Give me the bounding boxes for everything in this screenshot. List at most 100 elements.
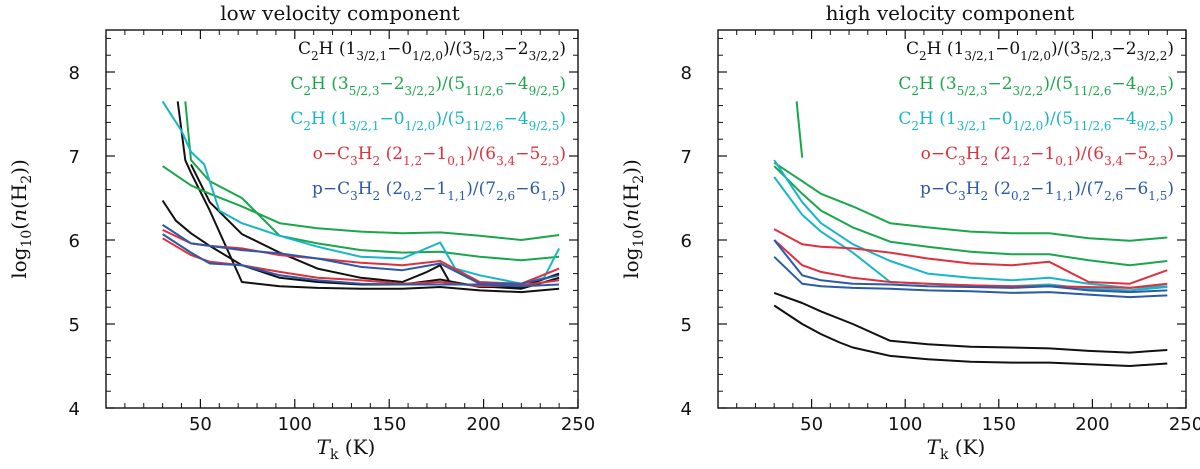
y-tick-label: 4 <box>681 399 692 420</box>
legend-subscript: 2 <box>911 84 919 98</box>
legend-text: −2 <box>504 39 529 59</box>
legend-subscript: 1,2 <box>403 154 422 168</box>
y-tick-label: 8 <box>681 63 692 84</box>
legend-text: −0 <box>995 39 1020 59</box>
legend-subscript: 1,1 <box>447 189 466 203</box>
legend-text: ) <box>559 74 566 94</box>
legend-text: −5 <box>1123 144 1148 164</box>
x-tick-label: 250 <box>1169 414 1200 435</box>
legend-text: C <box>290 109 303 129</box>
x-label-unit: (K) <box>948 435 985 459</box>
legend-text: −0 <box>379 109 404 129</box>
legend-subscript: 3/2,2 <box>529 49 560 63</box>
y-label-species-subscript: 2 <box>631 175 647 184</box>
legend-subscript: 9/2,5 <box>1137 119 1168 133</box>
legend-text: ) <box>1167 109 1174 129</box>
legend-text: (2 <box>988 179 1011 199</box>
legend-text: )/(7 <box>466 179 496 199</box>
x-tick-label: 50 <box>800 414 823 435</box>
series-line <box>773 239 1168 289</box>
legend-subscript: 2 <box>919 49 927 63</box>
y-tick-label: 5 <box>681 315 692 336</box>
y-axis-label: log10(n(H2)) <box>619 159 647 279</box>
panel-high-velocity: high velocity component 50 100 150 200 250 4 5 6… <box>619 1 1200 463</box>
legend-subscript: 5/2,3 <box>1081 49 1112 63</box>
y-tick-label: 5 <box>69 315 80 336</box>
legend-subscript: 3/2,2 <box>405 84 436 98</box>
series-line <box>184 101 560 262</box>
legend-subscript: 1/2,0 <box>1013 119 1044 133</box>
legend-text: −0 <box>387 39 412 59</box>
legend-text: ) <box>559 144 566 164</box>
legend-text: H (1 <box>319 39 357 59</box>
legend-text: )/(3 <box>443 39 473 59</box>
y-label-close: )) <box>619 159 643 175</box>
x-tick-label: 100 <box>278 414 312 435</box>
y-label-density: n <box>7 209 31 222</box>
legend-subscript: 1/2,0 <box>1020 49 1051 63</box>
series-line <box>773 256 1168 299</box>
series-line <box>795 101 804 158</box>
panel-low-velocity: low velocity component 50 100 150 200 250 4 5 6 7… <box>7 1 595 463</box>
panel-title: high velocity component <box>826 1 1075 25</box>
x-axis-label: Tk (K) <box>317 435 376 463</box>
legend-text: ) <box>559 109 566 129</box>
legend-entry: C2H (13/2,1−01/2,0)/(35/2,3−23/2,2) <box>906 39 1174 63</box>
legend-subscript: 2,6 <box>1104 189 1123 203</box>
legend-subscript: 1,2 <box>1011 154 1030 168</box>
legend-text: )/(5 <box>435 109 465 129</box>
legend-subscript: 2,6 <box>496 189 515 203</box>
legend-text: )/(7 <box>1074 179 1104 199</box>
legend-text: H (1 <box>311 109 349 129</box>
legend-subscript: 3 <box>958 154 966 168</box>
legend-text: C <box>898 109 911 129</box>
legend-text: C <box>898 74 911 94</box>
series-line <box>161 100 560 285</box>
legend-text: )/(6 <box>466 144 496 164</box>
legend-subscript: 3/2,2 <box>1013 84 1044 98</box>
legend-text: )/(5 <box>1043 74 1073 94</box>
legend-subscript: 9/2,5 <box>529 84 560 98</box>
legend-subscript: 5/2,3 <box>473 49 504 63</box>
legend-subscript: 2 <box>373 154 381 168</box>
legend-text: H (1 <box>919 109 957 129</box>
legend-text: H (3 <box>919 74 957 94</box>
legend-text: p−C <box>920 179 958 199</box>
legend-text: ) <box>559 179 566 199</box>
x-label-subscript: k <box>940 447 949 463</box>
y-tick-label: 8 <box>69 63 80 84</box>
y-tick-label: 6 <box>69 231 80 252</box>
legend-subscript: 1,1 <box>1055 189 1074 203</box>
legend-text: )/(5 <box>435 74 465 94</box>
legend-subscript: 3/2,1 <box>356 49 387 63</box>
legend-text: H (3 <box>311 74 349 94</box>
y-label-species-subscript: 2 <box>19 175 35 184</box>
legend-text: (2 <box>380 144 403 164</box>
legend-text: −1 <box>422 179 447 199</box>
legend-text: −1 <box>1030 144 1055 164</box>
legend-text: )/(3 <box>1051 39 1081 59</box>
legend-subscript: 1,5 <box>540 189 559 203</box>
x-tick-label: 150 <box>372 414 406 435</box>
legend-subscript: 3,4 <box>496 154 515 168</box>
legend-subscript: 11/2,6 <box>1073 84 1111 98</box>
legend-text: (2 <box>988 144 1011 164</box>
legend-text: C <box>906 39 919 59</box>
legend-text: H <box>358 179 373 199</box>
series-line <box>773 239 1168 294</box>
x-tick-label: 50 <box>189 414 212 435</box>
legend-text: −2 <box>379 74 404 94</box>
legend-subscript: 3 <box>350 154 358 168</box>
x-tick-label: 100 <box>888 414 922 435</box>
series-line <box>162 224 560 285</box>
legend-text: ) <box>1167 39 1174 59</box>
legend-subscript: 2 <box>981 189 989 203</box>
legend-subscript: 3/2,1 <box>964 49 995 63</box>
series-line <box>773 291 1168 354</box>
legend: C2H (13/2,1−01/2,0)/(35/2,3−23/2,2)C2H (… <box>290 39 566 203</box>
legend-text: C <box>298 39 311 59</box>
legend-subscript: 1,5 <box>1148 189 1167 203</box>
legend-entry: C2H (13/2,1−01/2,0)/(511/2,6−49/2,5) <box>898 109 1174 133</box>
legend-subscript: 3,4 <box>1104 154 1123 168</box>
